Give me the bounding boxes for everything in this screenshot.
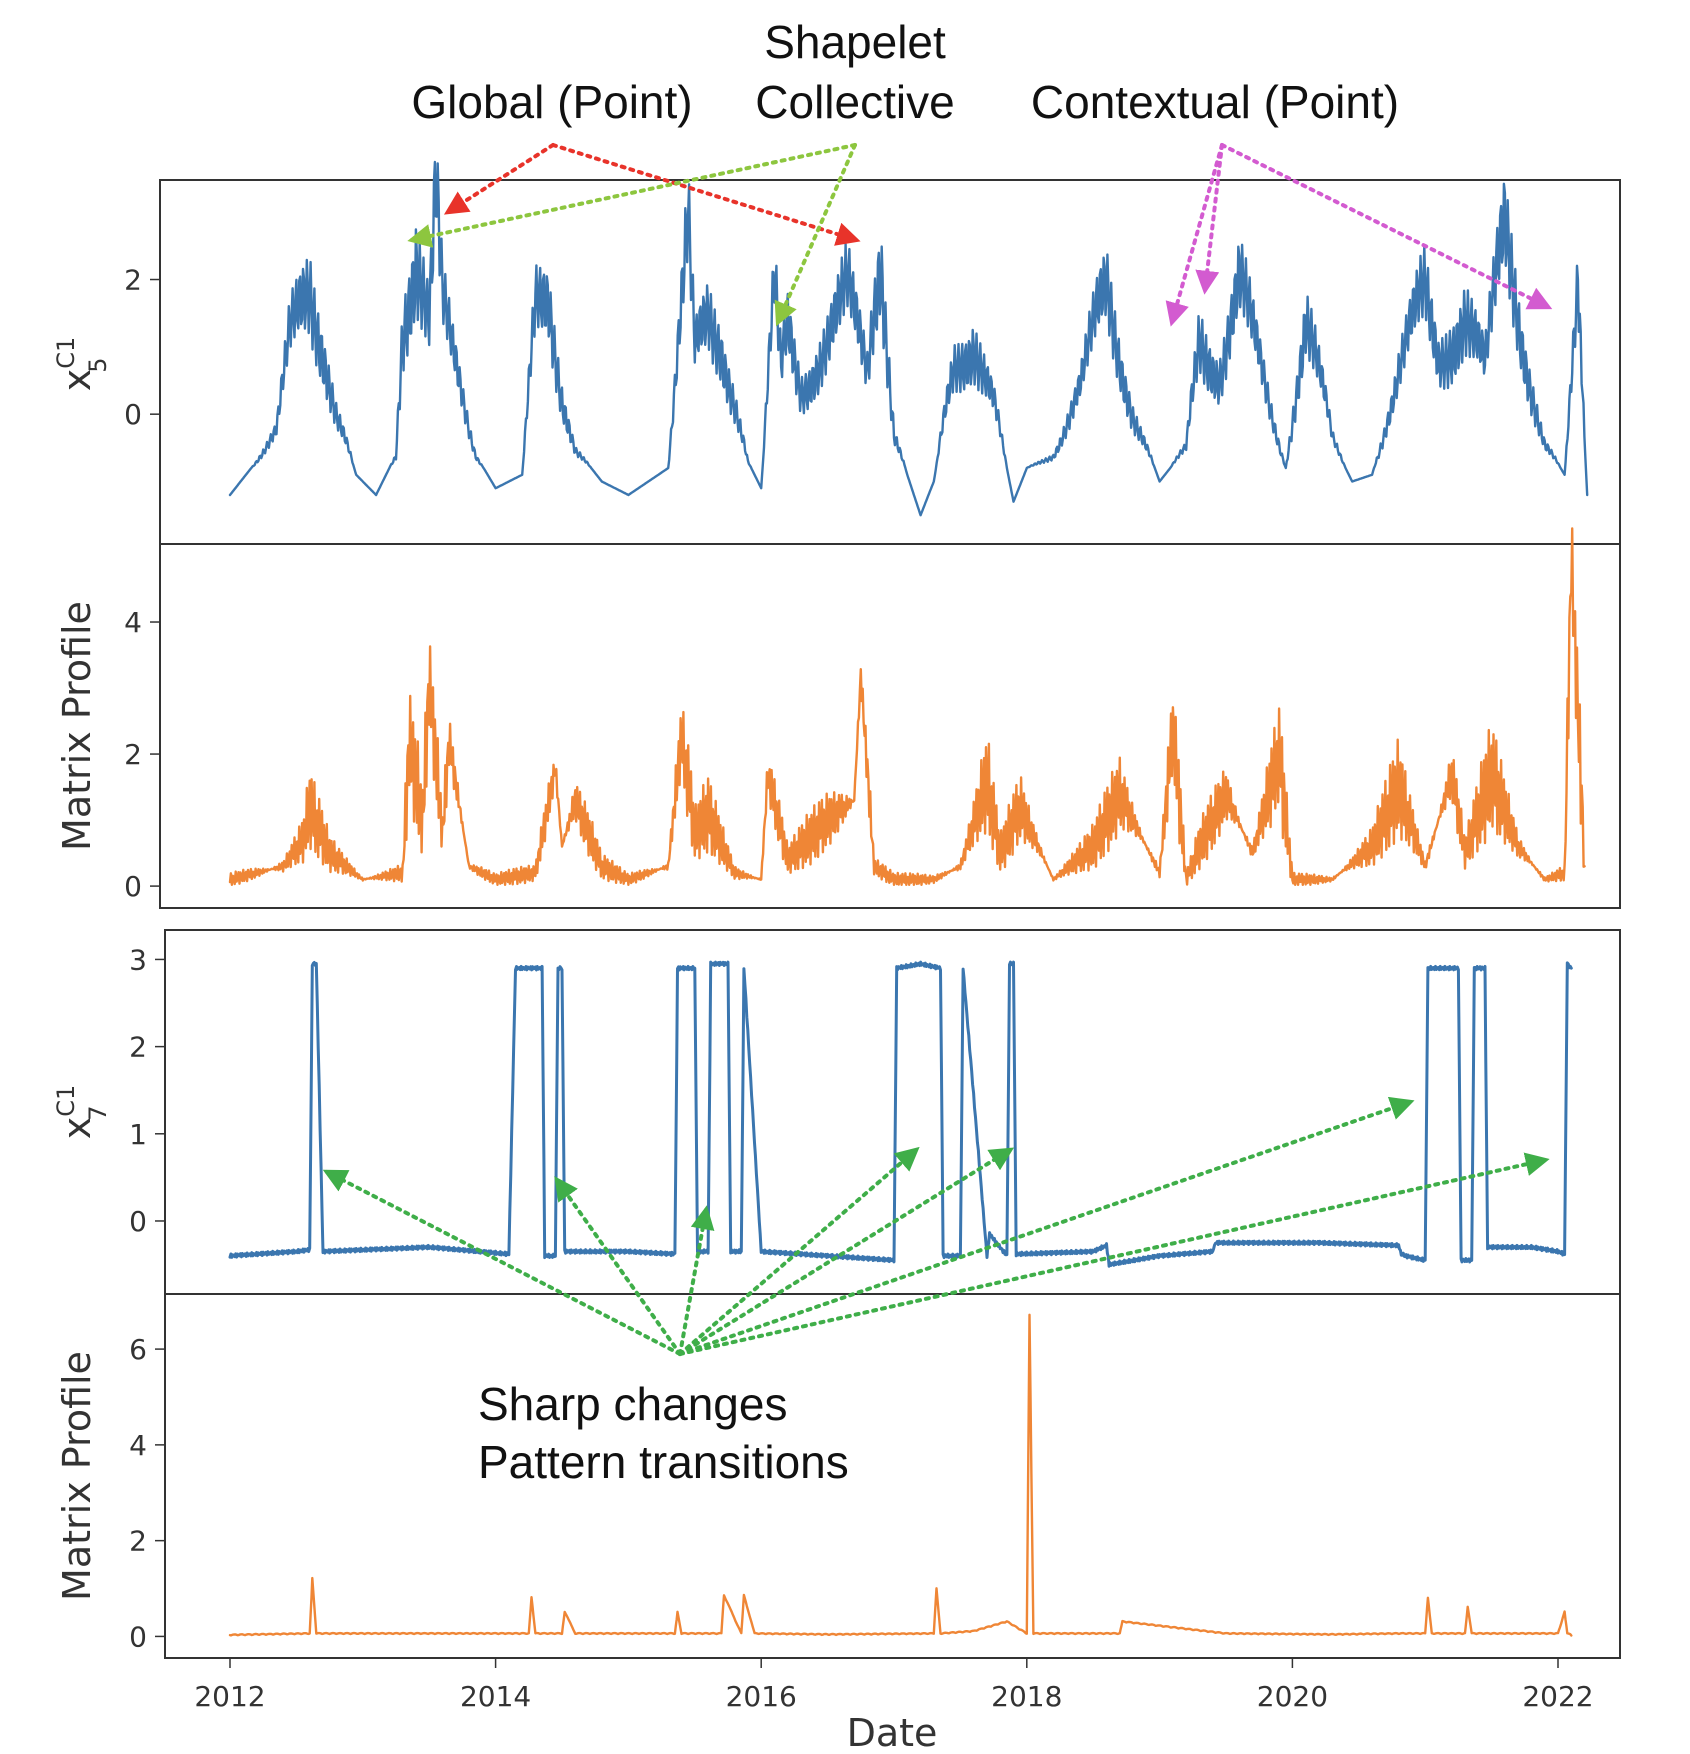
arrow-transition-2 (554, 1176, 682, 1356)
ytick-label-x7-1: 1 (129, 1118, 147, 1151)
panel-x5-ylabel: xC1 5 (52, 337, 112, 392)
arrow-transition-7 (678, 1152, 1550, 1356)
annotation-contextual-point: Contextual (Point) (1031, 76, 1399, 128)
arrow-contextual-2 (1195, 143, 1224, 295)
annotation-global-point: Global (Point) (411, 76, 692, 128)
annotation-sharp-changes: Sharp changes (478, 1378, 787, 1430)
series-line-x7 (228, 960, 1573, 1268)
panel-x7-frame (164, 929, 1621, 1295)
ytick-label-x5-1: 2 (124, 264, 142, 297)
ytick-label-mp2-0: 0 (129, 1620, 147, 1653)
ytick-label-x7-3: 3 (129, 943, 147, 976)
xtick-label-5: 2022 (1522, 1680, 1593, 1713)
arrow-transition-4 (678, 1146, 920, 1356)
ytick-label-mp1-2: 4 (124, 606, 142, 639)
ytick-label-mp1-1: 2 (124, 738, 142, 771)
arrow-transition-5 (678, 1147, 1015, 1356)
arrow-contextual-3 (1220, 143, 1553, 310)
series-line-mp2 (228, 1313, 1573, 1637)
series-layer (228, 160, 1589, 1637)
arrow-transition-3 (678, 1205, 715, 1356)
arrow-global-2 (551, 143, 861, 246)
arrow-contextual-1 (1165, 143, 1224, 327)
x-axis-label: Date (847, 1711, 938, 1754)
arrow-global-1 (443, 143, 555, 215)
arrow-transition-1 (322, 1169, 682, 1356)
panel-mp2-ylabel: Matrix Profile (55, 1351, 99, 1601)
annotation-pattern-transitions: Pattern transitions (478, 1436, 849, 1488)
ytick-label-x7-0: 0 (129, 1205, 147, 1238)
xtick-label-3: 2018 (991, 1680, 1062, 1713)
arrow-collective-1 (407, 143, 857, 248)
panel-x7-ylabel: xC1 7 (52, 1085, 112, 1140)
arrow-transition-6 (678, 1096, 1415, 1356)
annotation-shapelet: Shapelet (764, 16, 946, 68)
series-line-x5 (228, 160, 1589, 517)
annotation-collective: Collective (755, 76, 954, 128)
panel-mp1-frame (159, 543, 1621, 909)
panel-mp1-ylabel: Matrix Profile (55, 601, 99, 851)
xtick-label-1: 2014 (460, 1680, 531, 1713)
ytick-label-x7-2: 2 (129, 1031, 147, 1064)
series-line-mp1 (228, 527, 1586, 886)
ytick-label-x5-0: 0 (124, 398, 142, 431)
annotation-arrows (322, 143, 1553, 1356)
ytick-label-mp2-3: 6 (129, 1333, 147, 1366)
ytick-label-mp2-2: 4 (129, 1429, 147, 1462)
xtick-label-4: 2020 (1257, 1680, 1328, 1713)
panel-mp2-frame (164, 1293, 1621, 1659)
ytick-label-mp2-1: 2 (129, 1525, 147, 1558)
arrow-collective-2 (774, 143, 857, 327)
ytick-label-mp1-0: 0 (124, 870, 142, 903)
ticks-layer: 0 2 0 2 4 0 1 2 3 0 2 4 6 2012 2014 2016 2018 2020 2022 (124, 264, 1593, 1713)
xtick-label-0: 2012 (194, 1680, 265, 1713)
xtick-label-2: 2016 (726, 1680, 797, 1713)
